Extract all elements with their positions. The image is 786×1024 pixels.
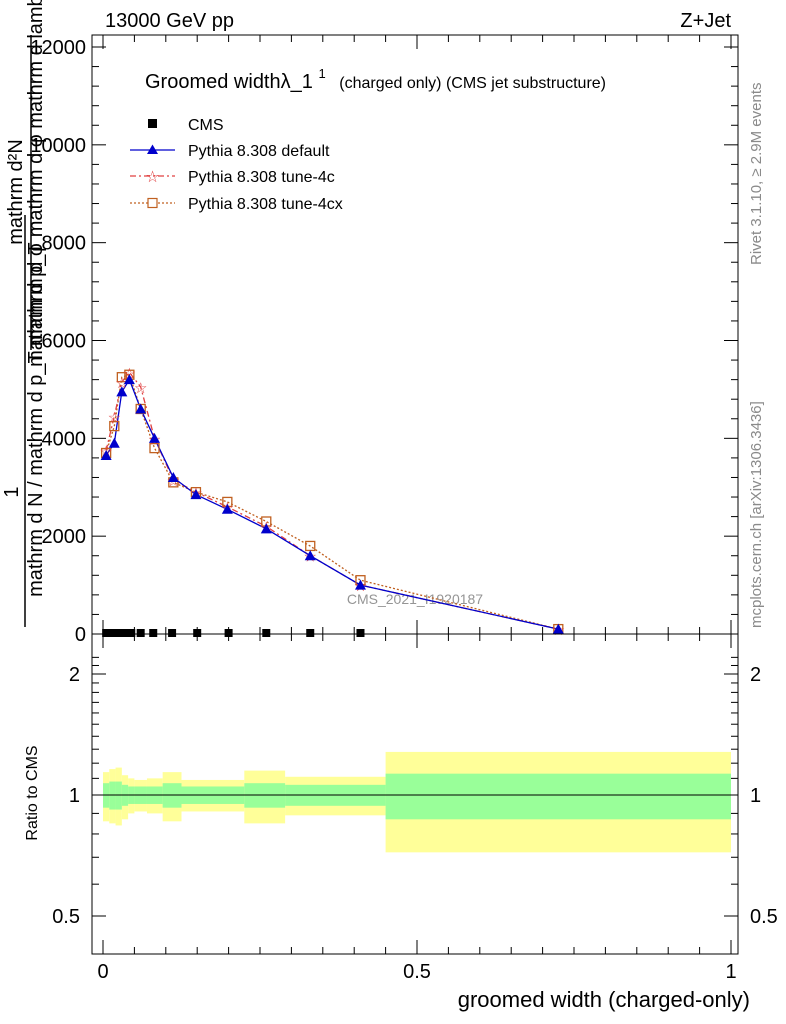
ratio-ytick-label: 2 xyxy=(69,664,80,686)
process-label: Z+Jet xyxy=(680,10,731,32)
point-tune4cx xyxy=(116,372,127,383)
ratio-band-inner xyxy=(385,773,731,820)
ylabel-one: 1 xyxy=(1,486,23,497)
point-tune4c: ☆ xyxy=(115,374,128,392)
plot-title: Groomed widthλ_1 1 (charged only) (CMS j… xyxy=(145,61,606,93)
point-tune4c: ☆ xyxy=(123,364,136,382)
point-tune4cx xyxy=(109,420,120,432)
ratio-xtick-labels: 0 0.5 1 xyxy=(97,961,736,983)
point-cms xyxy=(168,629,177,637)
watermark: CMS_2021_I1920187 xyxy=(347,591,483,607)
point-tune4cx xyxy=(149,442,160,454)
point-default xyxy=(100,449,112,460)
legend-label-cms: CMS xyxy=(188,117,224,134)
main-ytick-label: 4000 xyxy=(42,428,87,450)
point-tune4c: ☆ xyxy=(134,379,147,397)
point-default xyxy=(135,403,147,414)
point-cms xyxy=(149,629,158,637)
point-default xyxy=(108,437,120,448)
point-default xyxy=(116,386,128,397)
point-cms xyxy=(262,629,271,637)
legend-label-default: Pythia 8.308 default xyxy=(188,143,330,160)
legend-marker-tune4cx xyxy=(147,197,158,209)
point-default xyxy=(354,579,366,590)
point-cms xyxy=(193,629,202,637)
legend-label-tune4c: Pythia 8.308 tune-4c xyxy=(188,169,335,186)
legend-marker-tune4c: ☆ xyxy=(145,167,159,186)
point-default xyxy=(221,503,233,514)
series-line-tune4c xyxy=(105,371,559,630)
point-cms xyxy=(136,629,145,637)
ratio-ytick-label-right: 1 xyxy=(750,785,761,807)
ratio-xtick-label: 1 xyxy=(725,961,736,983)
ratio-band-inner xyxy=(109,781,116,810)
point-default xyxy=(552,623,564,634)
point-cms xyxy=(356,629,365,637)
point-default xyxy=(167,471,179,482)
point-default xyxy=(304,550,316,561)
series-layer: ☆☆☆☆☆☆☆☆☆☆☆☆☆ xyxy=(99,364,565,639)
point-cms xyxy=(224,629,233,637)
ratio-ytick-label-right: 0.5 xyxy=(750,906,778,928)
ratio-band-inner xyxy=(115,781,122,810)
main-ytick-labels: 0 2000 4000 6000 8000 10000 12000 xyxy=(30,37,86,646)
side-label-rivet: Rivet 3.1.10, ≥ 2.9M events xyxy=(748,83,765,266)
ratio-ytick-label: 1 xyxy=(69,785,80,807)
main-ytick-label: 2000 xyxy=(42,526,87,548)
point-cms xyxy=(114,629,123,637)
ratio-ytick-labels: 0.5 0.5 1 1 2 2 xyxy=(52,664,778,928)
x-axis-label: groomed width (charged-only) xyxy=(458,987,750,1012)
series-line-default xyxy=(105,378,559,630)
ratio-ytick-label: 0.5 xyxy=(52,906,80,928)
y-axis-label: mathrm d²N mathrm d p_T mathrm d φ mathr… xyxy=(1,0,47,627)
ratio-plot-frame xyxy=(91,633,739,955)
plot-title-sup: 1 xyxy=(318,66,325,81)
point-default xyxy=(148,432,160,443)
point-cms xyxy=(120,629,129,637)
ylabel-den: mathrm d N / mathrm d p_T mathrm d φ xyxy=(25,243,47,597)
point-default xyxy=(260,523,272,534)
main-ytick-label: 12000 xyxy=(30,37,86,59)
main-ytick-label: 0 xyxy=(75,624,86,646)
main-ytick-label: 8000 xyxy=(42,233,87,255)
main-axis-ticks xyxy=(92,35,738,635)
ylabel-num-top: mathrm d²N xyxy=(5,139,27,245)
ratio-ylabel: Ratio to CMS xyxy=(24,745,41,840)
main-ytick-label: 10000 xyxy=(30,135,86,157)
legend-marker-cms xyxy=(148,119,157,128)
point-cms xyxy=(108,629,117,637)
side-label-mcplots: mcplots.cern.ch [arXiv:1306.3436] xyxy=(748,401,765,628)
legend-marker-default xyxy=(147,144,158,154)
point-cms xyxy=(102,629,111,637)
main-ytick-label: 6000 xyxy=(42,331,87,353)
ratio-ytick-label-right: 2 xyxy=(750,664,761,686)
point-default xyxy=(123,374,135,385)
point-cms xyxy=(306,629,315,637)
ratio-axis-ticks xyxy=(92,634,738,954)
legend: CMS Pythia 8.308 default ☆ Pythia 8.308 … xyxy=(130,117,343,213)
point-default xyxy=(190,489,202,500)
point-tune4c: ☆ xyxy=(108,408,121,426)
plot-subtitle: (charged only) (CMS jet substructure) xyxy=(339,75,606,92)
point-cms xyxy=(127,629,136,637)
series-line-tune4cx xyxy=(105,373,559,630)
ratio-bands xyxy=(92,751,738,853)
energy-label: 13000 GeV pp xyxy=(105,10,234,32)
ratio-xtick-label: 0 xyxy=(97,961,108,983)
legend-label-tune4cx: Pythia 8.308 tune-4cx xyxy=(188,196,343,213)
ratio-xtick-label: 0.5 xyxy=(403,961,431,983)
plot-title-main: Groomed widthλ_1 xyxy=(145,71,313,93)
